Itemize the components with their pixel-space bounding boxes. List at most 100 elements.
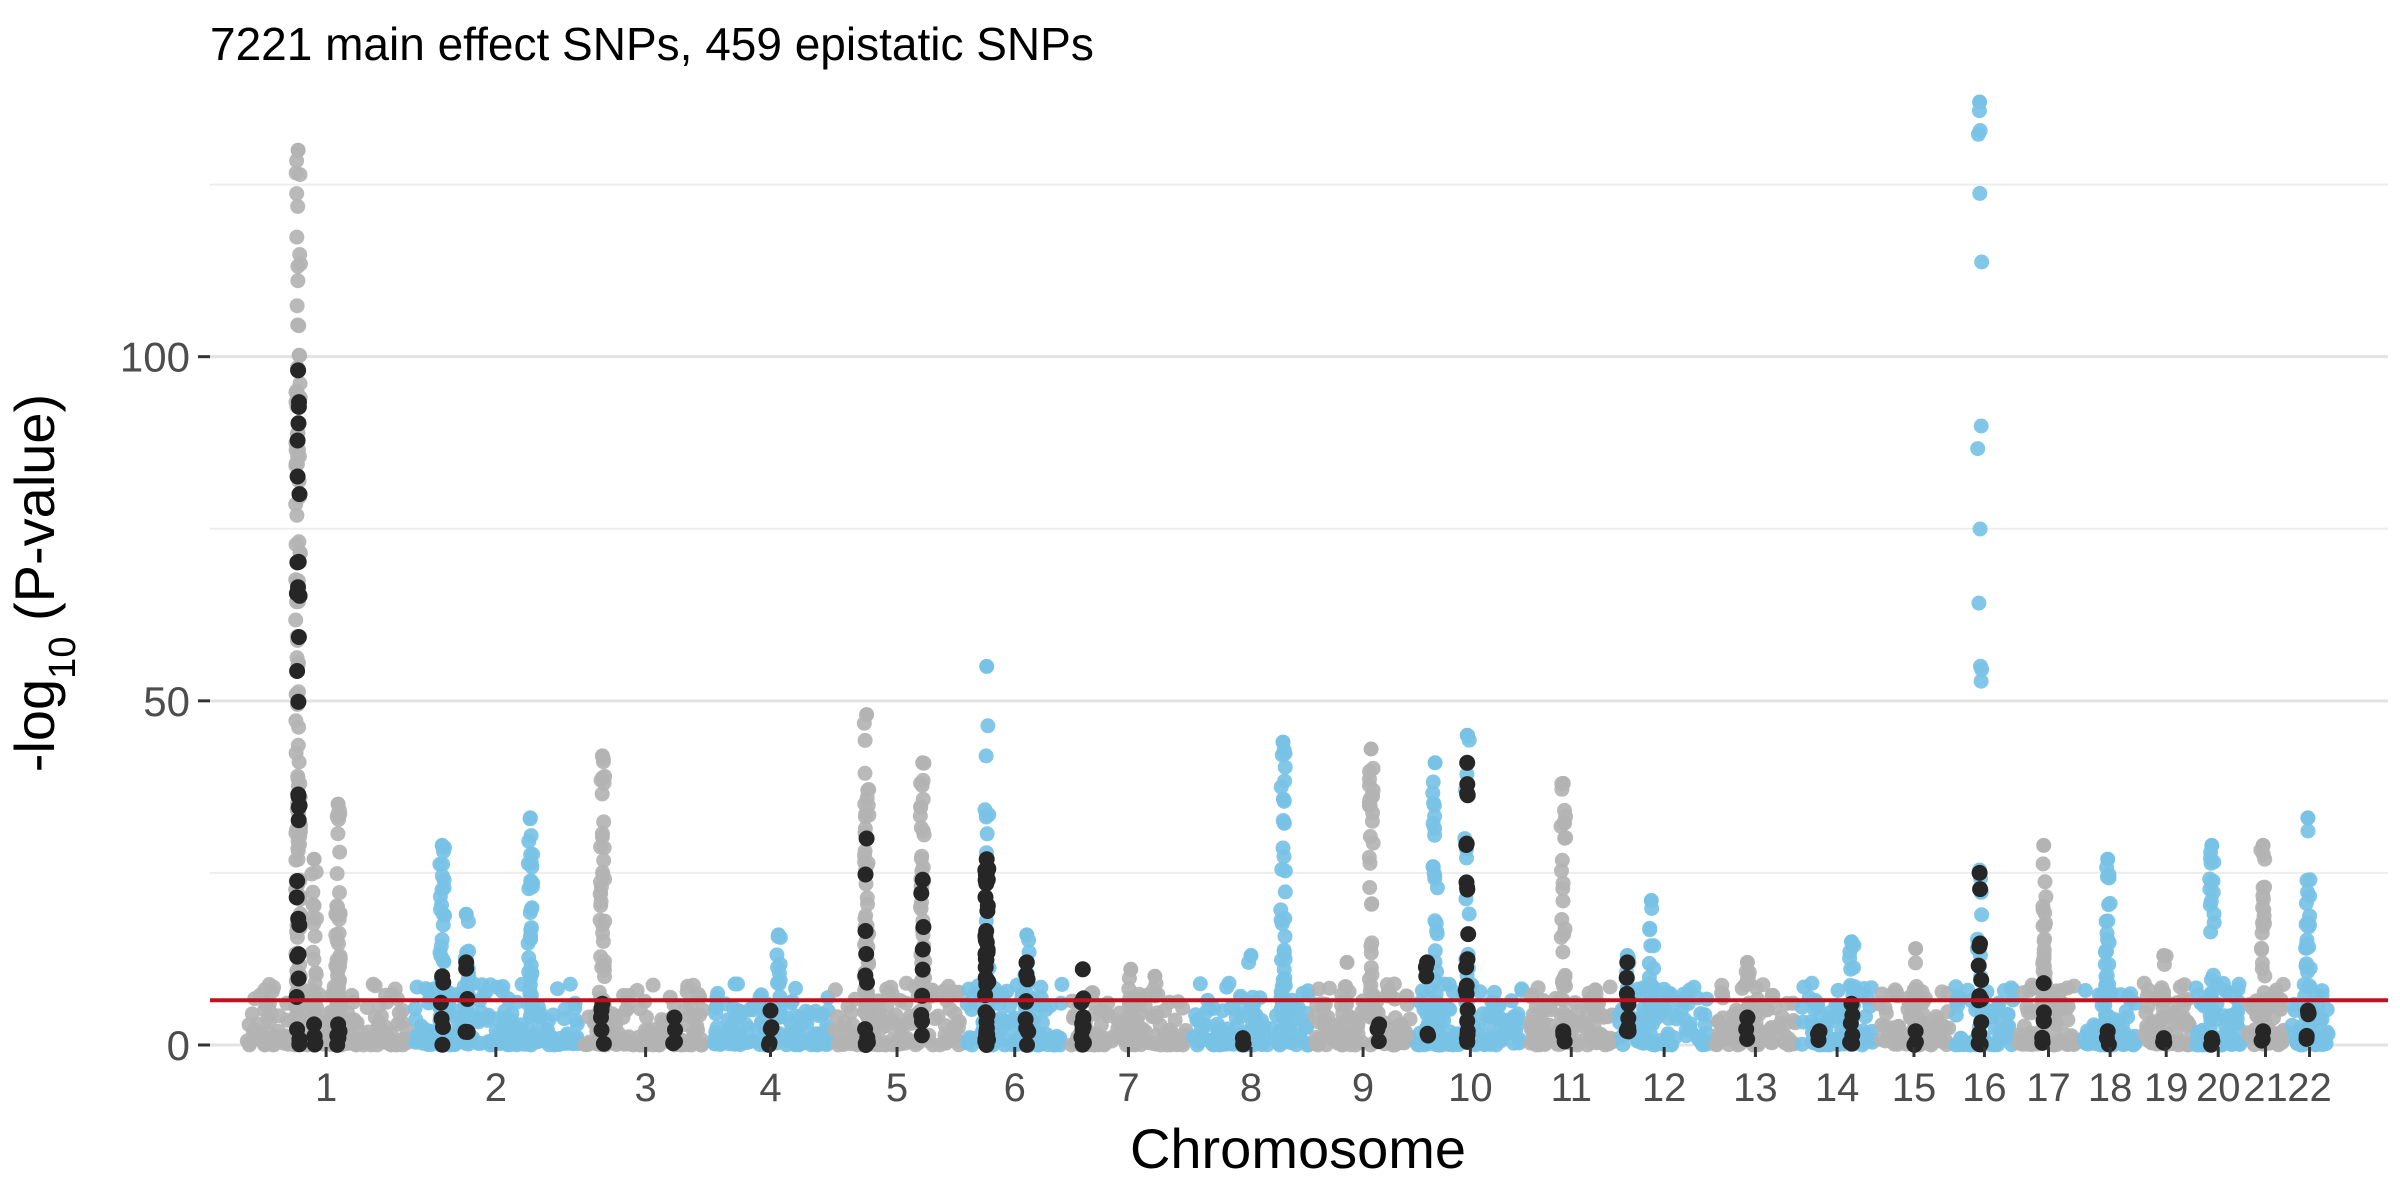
snp-point	[690, 986, 706, 1002]
epistatic-snp-point	[1459, 785, 1476, 802]
snp-point	[2000, 1006, 2016, 1022]
snp-point	[2206, 915, 2222, 931]
chromosome-20-points	[2188, 837, 2248, 1053]
snp-point	[379, 1026, 395, 1042]
snp-point	[2299, 872, 2315, 888]
chromosome-12-epistatic-points	[1618, 954, 1637, 1040]
snp-point	[999, 1015, 1015, 1030]
snp-point	[1311, 981, 1327, 997]
snp-point	[1991, 995, 2007, 1011]
snp-point	[1641, 955, 1657, 971]
epistatic-snp-peak-point	[2255, 1023, 2272, 1040]
snp-point	[1555, 881, 1571, 897]
epistatic-snp-peak-point	[762, 1002, 779, 1019]
epistatic-snp-point	[979, 971, 996, 988]
snp-point	[305, 944, 321, 960]
epistatic-snp-point	[1844, 1007, 1861, 1024]
epistatic-snp-point	[291, 394, 307, 411]
epistatic-snp-point	[979, 903, 996, 919]
snp-point	[291, 318, 307, 334]
epistatic-snp-point	[290, 553, 307, 570]
chart-title: 7221 main effect SNPs, 459 epistatic SNP…	[210, 18, 1094, 70]
snp-point	[2099, 1007, 2115, 1023]
snp-peak-point	[522, 810, 538, 826]
snp-point	[1431, 1037, 1447, 1053]
snp-point	[244, 1006, 260, 1022]
snp-point	[680, 978, 696, 994]
snp-point	[2139, 1018, 2155, 1034]
snp-point	[1764, 1035, 1780, 1051]
epistatic-snp-point	[914, 1013, 930, 1030]
epistatic-snp-point	[1906, 1036, 1923, 1053]
snp-point	[1528, 999, 1544, 1015]
snp-point	[2038, 915, 2053, 931]
snp-point	[289, 650, 305, 666]
snp-point	[1558, 830, 1574, 846]
snp-point	[857, 732, 873, 748]
snp-point	[458, 1009, 474, 1025]
snp-point	[2302, 978, 2318, 994]
snp-peak-point	[1243, 948, 1259, 963]
chromosome-6-points	[959, 658, 1070, 1053]
epistatic-snp-point	[1620, 1019, 1637, 1036]
epistatic-snp-point	[1970, 957, 1987, 974]
snp-point	[938, 1035, 954, 1051]
snp-point	[2037, 931, 2052, 947]
snp-point	[290, 273, 306, 289]
snp-point	[2099, 986, 2115, 1002]
epistatic-snp-point	[914, 961, 931, 978]
snp-peak-point	[1587, 982, 1603, 998]
snp-point	[2086, 1017, 2102, 1033]
y-tick-label-100: 100	[120, 334, 190, 381]
snp-point	[1277, 951, 1293, 967]
snp-point	[1441, 976, 1457, 992]
snp-peak-point	[1739, 954, 1755, 970]
snp-point	[1908, 955, 1923, 971]
snp-point	[1425, 816, 1441, 832]
snp-point	[1555, 944, 1571, 960]
snp-peak-point	[2036, 837, 2052, 853]
epistatic-snp-point	[291, 797, 308, 814]
snp-point	[2077, 983, 2093, 998]
snp-point	[2253, 940, 2269, 956]
snp-point	[364, 1030, 379, 1045]
snp-point	[879, 981, 895, 997]
snp-peak-point	[731, 1003, 746, 1019]
snp-point	[730, 976, 745, 992]
snp-point	[329, 809, 345, 825]
snp-point	[809, 1034, 825, 1050]
snp-point	[1093, 1017, 1109, 1033]
snp-point	[1054, 976, 1070, 992]
snp-point	[290, 198, 306, 214]
snp-peak-point	[1427, 755, 1443, 771]
snp-point	[580, 1036, 596, 1052]
snp-point	[388, 1036, 404, 1052]
epistatic-snp-point	[667, 1021, 683, 1038]
snp-peak-point	[2300, 810, 2316, 826]
snp-point	[524, 900, 540, 916]
snp-point	[2099, 869, 2115, 885]
snp-point	[2036, 958, 2052, 974]
snp-point	[2142, 1034, 2158, 1050]
snp-point	[1699, 1025, 1715, 1041]
y-tick-label-50: 50	[143, 678, 190, 725]
x-tick-label-9: 9	[1352, 1066, 1374, 1110]
snp-point	[1275, 840, 1291, 856]
epistatic-snp-peak-point	[1234, 1030, 1251, 1047]
snp-point	[1643, 977, 1659, 993]
snp-peak-point	[1643, 893, 1659, 908]
epistatic-snp-peak-point	[978, 851, 995, 868]
snp-point	[1715, 1010, 1731, 1026]
snp-point	[1794, 1036, 1810, 1052]
epistatic-snp-point	[289, 663, 306, 679]
epistatic-snp-peak-point	[594, 995, 611, 1012]
chromosome-8-points	[1186, 734, 1316, 1053]
snp-point	[2155, 1000, 2171, 1016]
x-tick-label-16: 16	[1962, 1066, 2007, 1110]
epistatic-snp-peak-point	[1811, 1023, 1828, 1040]
snp-point	[1842, 978, 1858, 993]
snp-point	[1972, 123, 1988, 138]
snp-point	[289, 298, 305, 314]
epistatic-snp-point	[290, 970, 307, 987]
